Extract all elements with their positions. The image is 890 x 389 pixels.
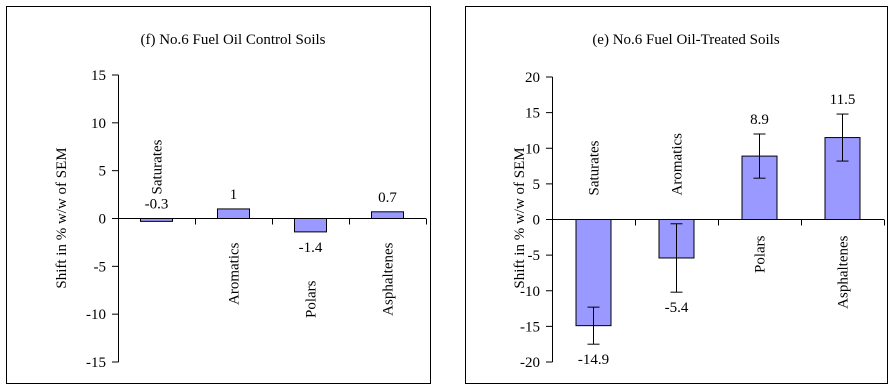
y-tick-label: -10 [520, 284, 540, 300]
data-label: 8.9 [750, 112, 769, 128]
y-axis-label: Shift in % w/w of SEM [512, 147, 528, 288]
y-tick-label: 15 [91, 68, 106, 84]
y-tick-label: 10 [525, 141, 540, 157]
bar-saturates [140, 218, 173, 222]
y-tick-label: 5 [533, 177, 541, 193]
bar-polars [741, 155, 778, 220]
data-label: -14.9 [578, 352, 609, 368]
category-label: Saturates [150, 139, 166, 194]
bar-aromatics [217, 208, 250, 220]
y-tick-label: -15 [520, 319, 540, 335]
chart-2: (e) No.6 Fuel Oil-Treated Soils Shift in … [465, 6, 888, 384]
y-tick-label: 20 [525, 70, 540, 86]
chart-frame [6, 6, 431, 384]
chart-title: (f) No.6 Fuel Oil Control Soils [140, 32, 325, 48]
y-axis-label: Shift in % w/w of SEM [54, 147, 70, 288]
category-label: Polars [753, 235, 769, 273]
chart-title: (e) No.6 Fuel Oil-Treated Soils [592, 32, 780, 48]
y-tick-label: 0 [99, 212, 107, 228]
data-label: -1.4 [299, 240, 323, 256]
bar-asphaltenes [371, 211, 404, 219]
data-label: -5.4 [665, 300, 689, 316]
y-tick-label: -5 [94, 259, 107, 275]
category-label: Asphaltenes [381, 242, 397, 315]
y-tick-label: -5 [528, 248, 541, 264]
y-tick-label: 15 [525, 106, 540, 122]
y-tick-label: -15 [86, 355, 106, 371]
chart-1: (f) No.6 Fuel Oil Control Soils Shift in … [6, 6, 431, 384]
category-label: Asphaltenes [836, 235, 852, 308]
y-tick-label: 5 [99, 164, 107, 180]
y-tick-label: 10 [91, 116, 106, 132]
data-label: -0.3 [145, 197, 169, 213]
category-label: Polars [304, 280, 320, 318]
chart-frame [465, 6, 888, 384]
y-tick-label: 0 [533, 213, 541, 229]
y-tick-label: -10 [86, 307, 106, 323]
category-label: Saturates [587, 140, 603, 195]
category-label: Aromatics [227, 242, 243, 305]
data-label: 1 [230, 187, 238, 203]
y-tick-label: -20 [520, 355, 540, 371]
data-label: 11.5 [830, 92, 856, 108]
bar-polars [294, 218, 327, 233]
data-label: 0.7 [378, 190, 397, 206]
category-label: Aromatics [670, 133, 686, 196]
